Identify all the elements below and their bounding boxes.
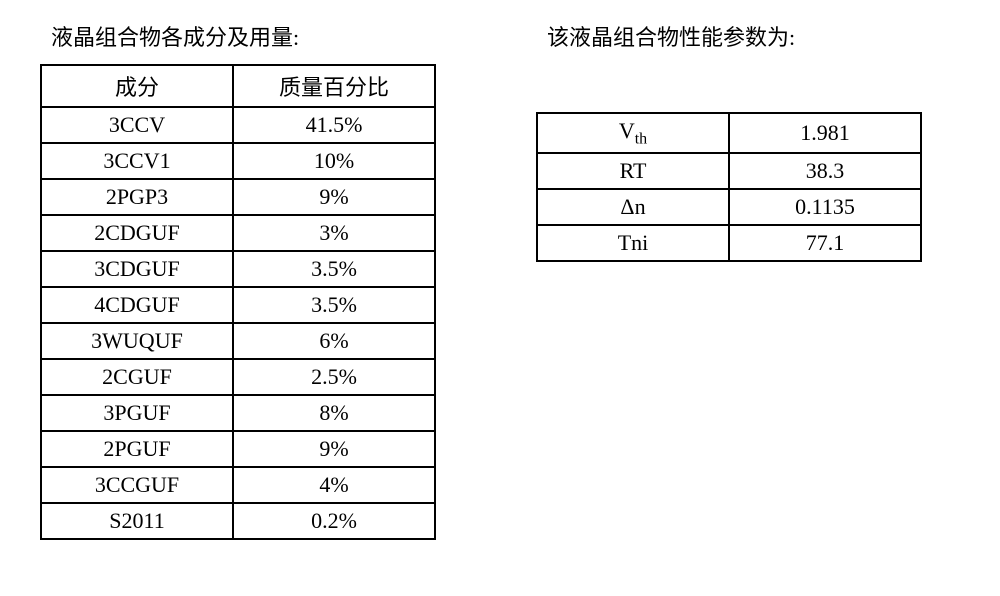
col-header-percent: 质量百分比 xyxy=(233,65,435,107)
cell-percent: 9% xyxy=(233,431,435,467)
table-row: 3CCGUF4% xyxy=(41,467,435,503)
cell-percent: 9% xyxy=(233,179,435,215)
cell-param-label: Δn xyxy=(537,189,729,225)
cell-param-label: Vth xyxy=(537,113,729,153)
cell-param-value: 1.981 xyxy=(729,113,921,153)
cell-percent: 0.2% xyxy=(233,503,435,539)
table-row: 2PGUF9% xyxy=(41,431,435,467)
cell-component: 3CCGUF xyxy=(41,467,233,503)
col-header-component: 成分 xyxy=(41,65,233,107)
table-row: 4CDGUF3.5% xyxy=(41,287,435,323)
cell-component: 3WUQUF xyxy=(41,323,233,359)
table-row: 2PGP39% xyxy=(41,179,435,215)
cell-component: 2PGUF xyxy=(41,431,233,467)
cell-param-label: RT xyxy=(537,153,729,189)
right-table-block: Vth1.981 RT38.3 Δn0.1135 Tni77.1 xyxy=(536,112,922,262)
cell-percent: 3.5% xyxy=(233,251,435,287)
cell-component: 2PGP3 xyxy=(41,179,233,215)
table-row: 3PGUF8% xyxy=(41,395,435,431)
cell-percent: 3% xyxy=(233,215,435,251)
cell-component: 3CCV xyxy=(41,107,233,143)
cell-param-value: 38.3 xyxy=(729,153,921,189)
left-title: 液晶组合物各成分及用量: xyxy=(40,20,436,52)
cell-component: 2CDGUF xyxy=(41,215,233,251)
cell-percent: 3.5% xyxy=(233,287,435,323)
table-row: 3CCV41.5% xyxy=(41,107,435,143)
table-row: 2CGUF2.5% xyxy=(41,359,435,395)
cell-component: 3PGUF xyxy=(41,395,233,431)
table-row: Δn0.1135 xyxy=(537,189,921,225)
right-section: 该液晶组合物性能参数为: Vth1.981 RT38.3 Δn0.1135 Tn… xyxy=(536,20,922,540)
parameters-table: Vth1.981 RT38.3 Δn0.1135 Tni77.1 xyxy=(536,112,922,262)
table-row: Tni77.1 xyxy=(537,225,921,261)
cell-percent: 6% xyxy=(233,323,435,359)
table-row: Vth1.981 xyxy=(537,113,921,153)
table-row: S20110.2% xyxy=(41,503,435,539)
cell-component: 2CGUF xyxy=(41,359,233,395)
table-row: RT38.3 xyxy=(537,153,921,189)
table-row: 3CDGUF3.5% xyxy=(41,251,435,287)
cell-percent: 4% xyxy=(233,467,435,503)
left-section: 液晶组合物各成分及用量: 成分 质量百分比 3CCV41.5% 3CCV110%… xyxy=(40,20,436,540)
right-title: 该液晶组合物性能参数为: xyxy=(536,20,922,52)
cell-component: S2011 xyxy=(41,503,233,539)
cell-param-value: 0.1135 xyxy=(729,189,921,225)
composition-table: 成分 质量百分比 3CCV41.5% 3CCV110% 2PGP39% 2CDG… xyxy=(40,64,436,540)
cell-component: 3CDGUF xyxy=(41,251,233,287)
cell-percent: 2.5% xyxy=(233,359,435,395)
table-row: 3WUQUF6% xyxy=(41,323,435,359)
cell-percent: 41.5% xyxy=(233,107,435,143)
cell-percent: 10% xyxy=(233,143,435,179)
cell-percent: 8% xyxy=(233,395,435,431)
composition-header-row: 成分 质量百分比 xyxy=(41,65,435,107)
cell-component: 3CCV1 xyxy=(41,143,233,179)
table-row: 3CCV110% xyxy=(41,143,435,179)
page-container: 液晶组合物各成分及用量: 成分 质量百分比 3CCV41.5% 3CCV110%… xyxy=(40,20,960,540)
cell-component: 4CDGUF xyxy=(41,287,233,323)
cell-param-label: Tni xyxy=(537,225,729,261)
table-row: 2CDGUF3% xyxy=(41,215,435,251)
cell-param-value: 77.1 xyxy=(729,225,921,261)
